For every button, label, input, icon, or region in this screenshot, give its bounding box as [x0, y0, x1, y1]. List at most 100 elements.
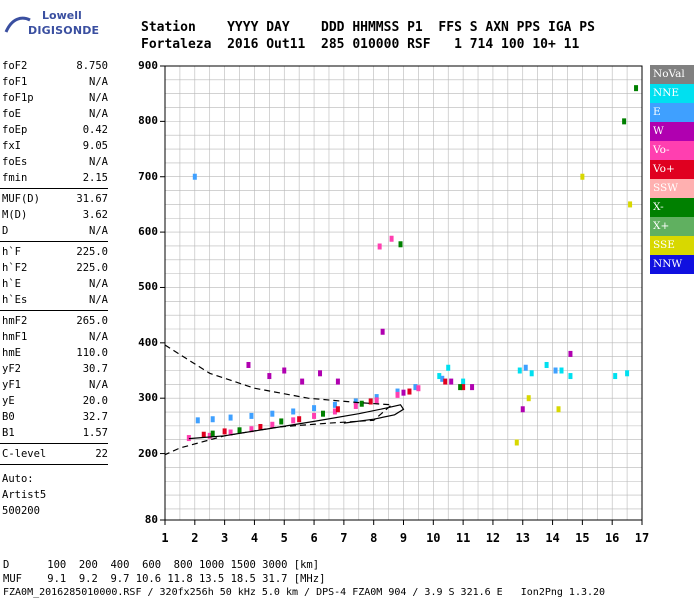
echo-point-vo-	[335, 406, 340, 413]
x-tick-label: 17	[635, 531, 649, 545]
echo-point-e	[553, 367, 558, 374]
echo-point-vo-	[368, 398, 373, 405]
y-tick-label: 900	[138, 59, 158, 72]
param-row: hmF2 265.0	[0, 313, 108, 329]
echo-point-e	[192, 173, 197, 180]
param-row: foF2 8.750	[0, 58, 108, 74]
curve-dashed	[164, 344, 394, 456]
echo-point-vo-	[228, 429, 233, 436]
param-key: D	[2, 225, 9, 237]
legend-item-x-: X-	[650, 198, 694, 217]
param-value: 225.0	[76, 262, 108, 274]
legend: NoVal NNE E W Vo- Vo+ SSW X- X+ SSE NNW	[650, 65, 694, 275]
param-row: MUF(D) 31.67	[0, 191, 108, 207]
param-key: foF1	[2, 76, 28, 88]
echo-point-nne	[559, 367, 564, 374]
x-tick-label: 11	[456, 531, 470, 545]
echo-point-x-	[237, 427, 242, 434]
legend-item-ssw: SSW	[650, 179, 694, 198]
legend-item-e: E	[650, 103, 694, 122]
echo-point-w	[267, 373, 272, 380]
echo-point-x-	[279, 418, 284, 425]
param-row: B0 32.7	[0, 409, 108, 425]
y-tick-label: 200	[138, 446, 158, 460]
echo-point-nne	[446, 364, 451, 371]
echo-point-w	[470, 384, 475, 391]
x-tick-label: 3	[221, 531, 228, 545]
param-value: N/A	[89, 156, 108, 168]
param-key: foE	[2, 108, 21, 120]
param-key: B0	[2, 411, 15, 423]
param-key: fmin	[2, 172, 28, 184]
chart-echoes	[186, 85, 639, 446]
x-tick-label: 1	[161, 531, 168, 545]
footer-file-info: FZA0M_2016285010000.RSF / 320fx256h 50 k…	[3, 587, 606, 598]
param-key: C-level	[2, 448, 47, 460]
echo-point-sse	[526, 395, 531, 402]
params-group-heights: h`F 225.0 h`F2 225.0 h`E N/A h`Es N/A	[0, 244, 108, 308]
echo-point-e	[270, 410, 275, 417]
param-value: N/A	[89, 225, 108, 237]
param-value: N/A	[89, 379, 108, 391]
param-key: hmE	[2, 347, 21, 359]
x-tick-label: 15	[575, 531, 589, 545]
echo-point-x-	[622, 118, 627, 125]
y-tick-label: 700	[138, 169, 158, 183]
x-tick-label: 13	[516, 531, 530, 545]
digisonde-logo: Lowell DIGISONDE	[2, 4, 122, 44]
echo-point-nne	[568, 373, 573, 380]
params-group-muf: MUF(D) 31.67 M(D) 3.62 D N/A	[0, 191, 108, 239]
param-value: 8.750	[76, 60, 108, 72]
echo-point-vo-	[201, 431, 206, 438]
y-tick-label: 300	[138, 391, 158, 405]
param-row: foF1 N/A	[0, 74, 108, 90]
params-group-profile: hmF2 265.0 hmF1 N/A hmE 110.0 yF2 30.7 yF1 N/A yE 2…	[0, 313, 108, 441]
echo-point-vo-	[377, 243, 382, 250]
params-group-ionosphere: foF2 8.750 foF1 N/A foF1p N/A foE N/A foEp 0.42 fx…	[0, 58, 108, 186]
param-value: N/A	[89, 331, 108, 343]
param-value: N/A	[89, 92, 108, 104]
logo-digisonde: DIGISONDE	[28, 24, 100, 37]
param-key: yF1	[2, 379, 21, 391]
param-key: yE	[2, 395, 15, 407]
param-key: yF2	[2, 363, 21, 375]
echo-point-vo-	[222, 428, 227, 435]
echo-point-w	[449, 378, 454, 385]
param-row: h`F2 225.0	[0, 260, 108, 276]
echo-point-vo-	[374, 397, 379, 404]
legend-item-sse: SSE	[650, 236, 694, 255]
logo-swoosh-icon	[4, 16, 31, 33]
echo-point-nne	[461, 378, 466, 385]
param-value: 225.0	[76, 246, 108, 258]
params-panel: foF2 8.750 foF1 N/A foF1p N/A foE N/A foEp 0.42 fx…	[0, 58, 108, 519]
echo-point-e	[291, 408, 296, 415]
curve-profile	[188, 404, 405, 440]
separator	[0, 310, 108, 311]
legend-item-nne: NNE	[650, 84, 694, 103]
x-tick-label: 2	[191, 531, 198, 545]
echo-point-vo-	[353, 402, 358, 409]
legend-item-vo-: Vo+	[650, 160, 694, 179]
echo-point-vo-	[258, 423, 263, 430]
param-value: 22	[95, 448, 108, 460]
x-tick-label: 14	[545, 531, 559, 545]
echo-point-e	[523, 364, 528, 371]
param-row: hmF1 N/A	[0, 329, 108, 345]
logo-lowell: Lowell	[42, 9, 82, 22]
echo-point-w	[335, 378, 340, 385]
param-value: 3.62	[82, 209, 108, 221]
params-group-clevel: C-level 22	[0, 446, 108, 462]
params-group-auto: Auto: Artist5 500200	[0, 467, 108, 519]
x-tick-label: 7	[340, 531, 347, 545]
legend-item-vo-: Vo-	[650, 141, 694, 160]
echo-point-nne	[625, 370, 630, 377]
chart-curves	[164, 344, 405, 456]
param-row: fmin 2.15	[0, 170, 108, 186]
echo-point-sse	[628, 201, 633, 208]
param-value: N/A	[89, 108, 108, 120]
param-row: h`Es N/A	[0, 292, 108, 308]
echo-point-x-	[458, 384, 463, 391]
separator	[0, 188, 108, 189]
echo-point-x-	[210, 430, 215, 437]
echo-point-nne	[613, 373, 618, 380]
